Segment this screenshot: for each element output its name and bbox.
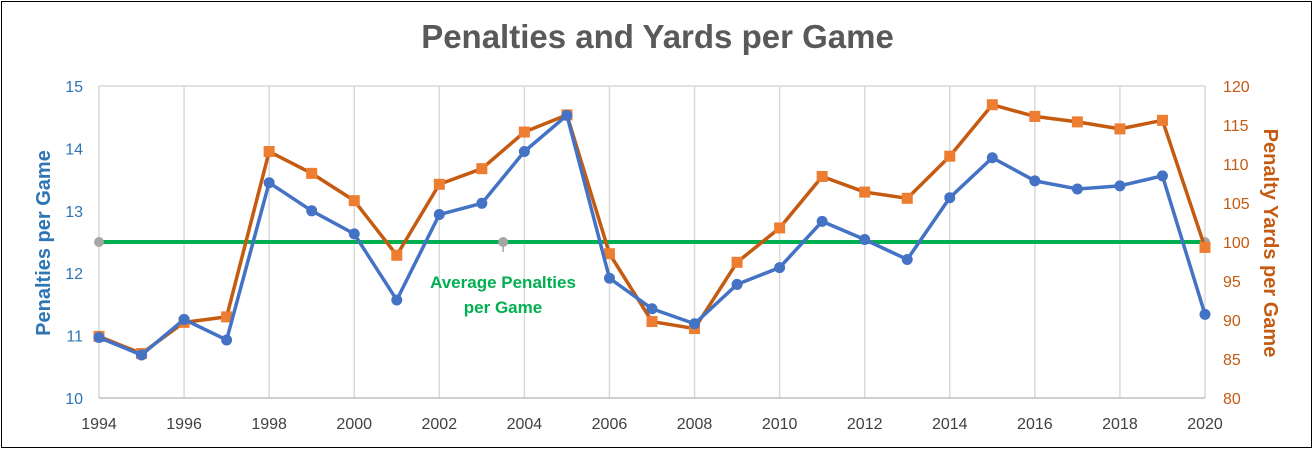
penalty-yards-point-1997 [221,311,233,323]
penalties-point-1998 [263,177,275,189]
y-right-tick-label-115: 115 [1223,118,1249,135]
penalties-point-1995 [136,349,148,361]
y-left-tick-label-15: 15 [65,79,83,96]
penalty-yards-point-2016 [1029,110,1041,122]
penalty-yards-point-2018 [1114,123,1126,135]
penalties-point-2001 [391,294,403,306]
penalties-point-2009 [731,278,743,290]
penalty-yards-point-2012 [859,186,871,198]
penalties-point-1997 [221,334,233,346]
series-penalty-yards [93,99,1211,360]
penalties-point-2002 [433,209,445,221]
average-annotation-line2: per Game [464,298,542,317]
penalties-point-2012 [859,234,871,246]
penalty-yards-point-2019 [1156,114,1168,126]
y-left-tick-label-13: 13 [65,204,83,221]
y-right-tick-label-100: 100 [1223,235,1250,252]
y-right-tick-label-80: 80 [1223,391,1241,408]
penalty-yards-point-2015 [986,99,998,111]
penalties-point-2007 [646,303,658,315]
y-right-tick-label-120: 120 [1223,79,1250,96]
axes [99,85,1205,399]
y-left-tick-label-14: 14 [65,141,83,158]
average-line [94,237,1210,252]
penalties-point-2006 [603,272,615,284]
y-axis-left-title: Penalties per Game [33,150,55,336]
y-right-tick-label-110: 110 [1223,157,1249,174]
penalties-point-2014 [944,192,956,204]
x-tick-label-2016: 2016 [1017,416,1053,433]
penalties-point-2017 [1071,183,1083,195]
penalty-yards-point-2010 [774,222,786,234]
penalty-yards-point-1999 [306,167,318,179]
chart-title: Penalties and Yards per Game [421,18,894,55]
y-left-tick-label-11: 11 [66,329,83,346]
penalties-point-2004 [518,146,530,158]
penalties-point-2016 [1029,175,1041,187]
series-penalties [93,109,1211,361]
penalty-yards-point-1998 [263,146,275,158]
penalty-yards-point-2009 [731,256,743,268]
penalty-yards-point-2004 [518,126,530,138]
penalty-yards-point-2002 [433,178,445,190]
penalties-point-2005 [561,109,573,121]
penalties-point-2013 [901,253,913,265]
penalties-point-1996 [178,313,190,325]
y-left-tick-label-12: 12 [65,266,83,283]
penalty-yards-point-2014 [944,150,956,162]
penalties-point-2020 [1199,308,1211,320]
x-tick-label-2002: 2002 [422,416,458,433]
x-tick-label-2014: 2014 [932,416,968,433]
x-tick-label-2018: 2018 [1102,416,1138,433]
x-tick-label-2000: 2000 [336,416,372,433]
average-annotation-line1: Average Penalties [430,273,576,292]
penalty-yards-point-2000 [348,195,360,207]
average-line-start-marker [94,237,104,247]
x-tick-label-2010: 2010 [762,416,798,433]
penalties-point-2015 [986,152,998,164]
x-tick-label-2006: 2006 [592,416,628,433]
x-tick-label-2020: 2020 [1187,416,1223,433]
penalties-point-1994 [93,331,105,343]
x-tick-label-1996: 1996 [166,416,202,433]
y-axis-right-title: Penalty Yards per Game [1259,129,1281,358]
penalty-yards-point-2011 [816,170,828,182]
penalty-yards-point-2020 [1199,241,1211,253]
penalties-point-2003 [476,197,488,209]
x-tick-label-2012: 2012 [847,416,883,433]
penalties-point-2010 [774,262,786,274]
y-left-tick-label-10: 10 [65,391,83,408]
penalty-yards-point-2013 [901,192,913,204]
x-tick-label-2004: 2004 [507,416,543,433]
axis-labels: 1994 1996 1998 2000 2002 2004 2006 2008 2010 2012… [65,79,1250,433]
penalties-point-2011 [816,215,828,227]
y-right-tick-label-95: 95 [1223,274,1241,291]
y-right-tick-label-90: 90 [1223,313,1241,330]
penalty-yards-point-2017 [1071,116,1083,128]
penalties-point-2000 [348,228,360,240]
x-tick-label-2008: 2008 [677,416,713,433]
penalties-point-2008 [689,318,701,330]
x-tick-label-1994: 1994 [81,416,117,433]
penalties-point-1999 [306,205,318,217]
penalty-yards-point-2003 [476,163,488,175]
penalty-yards-point-2001 [391,249,403,261]
y-right-tick-label-105: 105 [1223,196,1250,213]
penalties-point-2019 [1156,170,1168,182]
y-right-tick-label-85: 85 [1223,352,1241,369]
penalty-yards-point-2006 [603,248,615,260]
penalties-point-2018 [1114,180,1126,192]
penalty-yards-point-2007 [646,316,658,328]
x-tick-label-1998: 1998 [251,416,287,433]
